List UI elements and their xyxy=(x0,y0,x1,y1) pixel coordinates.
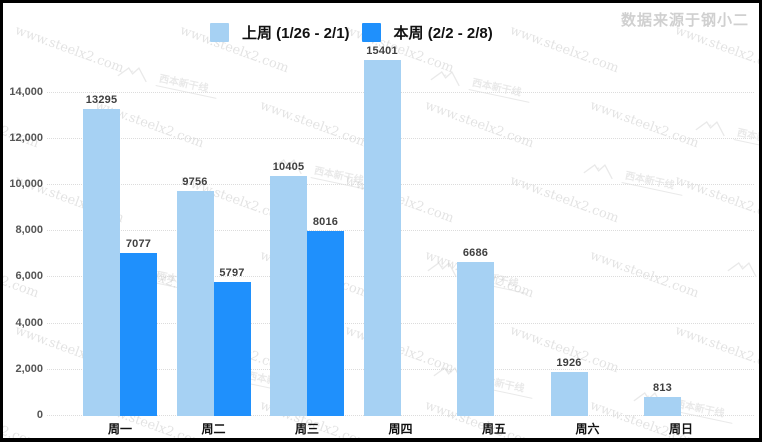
bar-last-week xyxy=(270,175,307,416)
bar-value-label: 7077 xyxy=(125,237,152,250)
y-tick-label: 8,000 xyxy=(15,224,43,237)
bar-last-week xyxy=(83,108,120,416)
legend-swatch-last-week xyxy=(210,23,229,42)
legend-swatch-this-week xyxy=(361,23,381,42)
legend-label-last-week: 上周 (1/26 - 2/1) xyxy=(242,25,350,42)
gridline xyxy=(47,276,754,278)
bar-value-label: 9756 xyxy=(182,175,208,188)
gridline xyxy=(47,368,754,370)
bar-value-label: 6686 xyxy=(462,246,489,259)
y-tick-label: 12,000 xyxy=(9,131,43,144)
bar-value-label: 13295 xyxy=(85,93,118,106)
legend-item-last-week[interactable]: 上周 (1/26 - 2/1) xyxy=(210,22,350,43)
bar-value-label: 8016 xyxy=(312,215,339,228)
y-tick-label: 6,000 xyxy=(15,270,43,283)
gridline xyxy=(47,322,754,324)
y-tick-label: 2,000 xyxy=(15,362,43,375)
bar-value-label: 1926 xyxy=(556,356,582,369)
bar-this-week xyxy=(120,252,157,416)
plot-area: 13295 9756 10405 15401 6686 1926 813 7077 5797 80… xyxy=(47,45,754,416)
bar-value-label: 813 xyxy=(653,382,672,395)
bar-last-week xyxy=(176,190,214,416)
y-tick-label: 4,000 xyxy=(15,316,43,329)
y-tick-label: 0 xyxy=(36,409,43,421)
bar-last-week xyxy=(644,397,681,416)
x-tick-label: 周五 xyxy=(481,422,506,436)
gridline xyxy=(47,415,754,416)
data-source-label: 数据来源于钢小二 xyxy=(620,12,749,29)
y-tick-label: 10,000 xyxy=(9,178,43,191)
x-tick-label: 周四 xyxy=(388,422,413,436)
bar-value-label: 5797 xyxy=(219,267,245,280)
gridline xyxy=(47,184,754,186)
x-tick-label: 周三 xyxy=(294,422,319,436)
bar-last-week xyxy=(363,60,401,416)
gridline xyxy=(47,137,754,139)
bar-this-week xyxy=(307,230,344,416)
x-tick-label: 周日 xyxy=(668,422,693,436)
x-tick-label: 周六 xyxy=(575,422,600,436)
x-tick-label: 周一 xyxy=(107,422,132,436)
legend: 上周 (1/26 - 2/1) 本周 (2/2 - 2/8) xyxy=(210,22,493,43)
bar-this-week xyxy=(213,282,251,416)
bar-last-week xyxy=(457,261,494,416)
legend-item-this-week[interactable]: 本周 (2/2 - 2/8) xyxy=(361,22,493,43)
y-tick-label: 14,000 xyxy=(9,85,43,98)
bar-value-label: 10405 xyxy=(272,160,305,173)
gridline xyxy=(47,91,754,93)
legend-label-this-week: 本周 (2/2 - 2/8) xyxy=(393,25,493,42)
x-tick-label: 周二 xyxy=(201,422,226,436)
bar-last-week xyxy=(550,371,588,416)
gridline xyxy=(47,230,754,232)
bar-value-label: 15401 xyxy=(366,45,398,58)
